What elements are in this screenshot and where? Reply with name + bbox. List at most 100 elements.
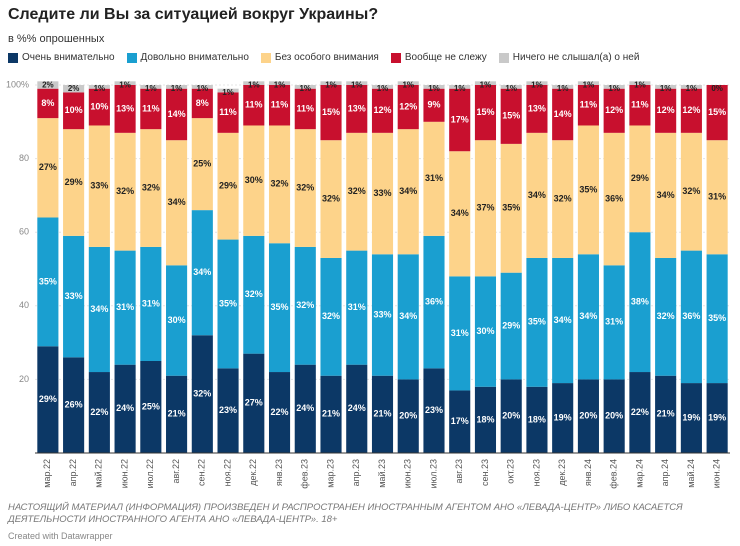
value-label: 1% [377, 84, 389, 93]
value-label: 27% [245, 398, 263, 408]
bar-segment [320, 81, 342, 85]
value-label: 20% [605, 411, 623, 421]
bar-segment [655, 85, 677, 89]
bar-segment [552, 85, 574, 89]
bar-segment [423, 85, 445, 89]
bar-segment [423, 235, 445, 369]
bar-segment [629, 85, 651, 126]
bar-segment [423, 88, 445, 122]
bar-segment [371, 132, 394, 255]
value-label: 12% [399, 101, 417, 111]
value-label: 33% [373, 309, 391, 319]
bar-segment [88, 88, 110, 126]
x-tick-label: дек.23 [557, 459, 567, 486]
value-label: 13% [528, 103, 546, 113]
x-tick-label: ноя.22 [222, 459, 232, 486]
bar-segment [88, 85, 110, 89]
value-label: 29% [219, 181, 237, 191]
bar-segment [63, 129, 85, 236]
y-tick-label: 20 [19, 374, 29, 384]
bar-segment [577, 254, 599, 380]
value-label: 31% [708, 192, 726, 202]
legend-label: Без особого внимания [274, 52, 379, 63]
value-label: 32% [682, 186, 700, 196]
value-label: 32% [554, 193, 572, 203]
x-tick-label: мар.23 [325, 459, 335, 488]
bar-segment [114, 81, 136, 85]
bar-segment [603, 132, 625, 266]
bar-segment [88, 372, 110, 453]
bar-segment [217, 368, 239, 453]
bar-segment [191, 118, 213, 211]
value-label: 1% [94, 84, 106, 93]
value-label: 32% [142, 182, 160, 192]
bar-segment [37, 81, 59, 89]
value-label: 15% [708, 107, 726, 117]
legend-label: Ничего не слышал(а) о ней [512, 52, 640, 63]
x-tick-label: фев.24 [609, 459, 619, 489]
value-label: 23% [425, 405, 443, 415]
value-label: 12% [373, 105, 391, 115]
value-label: 18% [476, 414, 494, 424]
bar-segment [552, 140, 574, 258]
bar-segment [371, 88, 394, 133]
bar-segment [449, 88, 471, 152]
x-tick-label: июн.24 [712, 459, 722, 488]
value-label: 11% [580, 100, 598, 110]
legend-label: Вообще не слежу [404, 52, 487, 63]
chart-title: Следите ли Вы за ситуацией вокруг Украин… [8, 6, 379, 23]
legend-item: Вообще не слежу [390, 52, 487, 63]
value-label: 37% [476, 203, 494, 213]
credit: Created with Datawrapper [8, 531, 113, 541]
legend-item: Очень внимательно [8, 52, 115, 63]
value-label: 32% [245, 289, 263, 299]
bar-segment [191, 210, 213, 336]
footnote: НАСТОЯЩИЙ МАТЕРИАЛ (ИНФОРМАЦИЯ) ПРОИЗВЕД… [8, 502, 683, 525]
value-label: 1% [454, 84, 466, 93]
bar-segment [37, 118, 59, 218]
value-label: 34% [657, 190, 675, 200]
bar-segment [397, 85, 419, 130]
value-label: 32% [322, 193, 340, 203]
bar-segment [655, 88, 677, 133]
x-tick-label: ноя.23 [531, 459, 541, 486]
value-label: 25% [193, 158, 211, 168]
value-label: 25% [142, 401, 160, 411]
value-label: 35% [39, 276, 57, 286]
bar-segment [346, 81, 368, 85]
bar-segment [268, 81, 291, 85]
bar-segment [474, 386, 497, 453]
value-label: 1% [686, 84, 698, 93]
bar-segment [217, 88, 239, 93]
bar-segment [526, 257, 548, 387]
x-tick-label: апр.24 [660, 459, 670, 486]
bar-segment [371, 375, 394, 453]
value-label: 11% [631, 100, 649, 110]
value-label: 9% [427, 100, 440, 110]
value-label: 1% [197, 84, 209, 93]
value-label: 8% [41, 98, 54, 108]
bar-segment [166, 140, 188, 266]
bar-segment [603, 379, 625, 453]
legend-swatch [126, 52, 137, 63]
bar-segment [577, 81, 599, 85]
bar-segment [526, 132, 548, 258]
value-label: 33% [373, 188, 391, 198]
value-label: 1% [145, 84, 157, 93]
value-label: 17% [451, 114, 469, 124]
y-tick-label: 100% [6, 79, 29, 89]
value-label: 20% [579, 411, 597, 421]
bar-segment [114, 132, 136, 251]
legend-item: Ничего не слышал(а) о ней [498, 52, 640, 63]
value-label: 19% [708, 412, 726, 422]
x-tick-label: июл.23 [428, 459, 438, 488]
value-label: 36% [425, 296, 443, 306]
value-label: 34% [168, 197, 186, 207]
value-label: 13% [116, 103, 134, 113]
value-label: 14% [554, 109, 572, 119]
bar-segment [166, 265, 188, 376]
bar-segment [294, 129, 316, 247]
value-label: 17% [451, 416, 469, 426]
bar-segment [706, 254, 728, 384]
